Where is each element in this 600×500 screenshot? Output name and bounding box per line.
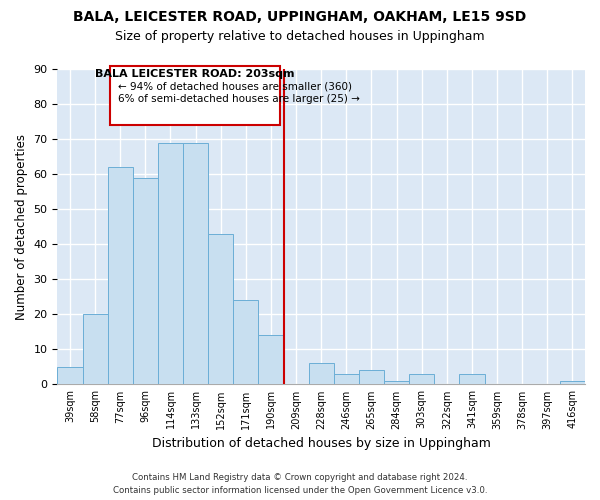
Bar — [107, 168, 133, 384]
Bar — [208, 234, 233, 384]
Bar — [158, 143, 183, 384]
Bar — [560, 381, 585, 384]
Bar — [460, 374, 485, 384]
Bar — [308, 364, 334, 384]
Text: Contains HM Land Registry data © Crown copyright and database right 2024.
Contai: Contains HM Land Registry data © Crown c… — [113, 474, 487, 495]
Bar — [183, 143, 208, 384]
Bar — [133, 178, 158, 384]
Bar — [334, 374, 359, 384]
Text: Size of property relative to detached houses in Uppingham: Size of property relative to detached ho… — [115, 30, 485, 43]
Bar — [233, 300, 259, 384]
Bar — [83, 314, 107, 384]
Bar — [259, 336, 284, 384]
Bar — [384, 381, 409, 384]
Text: BALA, LEICESTER ROAD, UPPINGHAM, OAKHAM, LE15 9SD: BALA, LEICESTER ROAD, UPPINGHAM, OAKHAM,… — [73, 10, 527, 24]
X-axis label: Distribution of detached houses by size in Uppingham: Distribution of detached houses by size … — [152, 437, 491, 450]
Bar — [58, 367, 83, 384]
Bar — [359, 370, 384, 384]
Text: ← 94% of detached houses are smaller (360): ← 94% of detached houses are smaller (36… — [118, 82, 352, 92]
Text: BALA LEICESTER ROAD: 203sqm: BALA LEICESTER ROAD: 203sqm — [95, 70, 295, 80]
Bar — [110, 66, 280, 126]
Y-axis label: Number of detached properties: Number of detached properties — [15, 134, 28, 320]
Bar — [409, 374, 434, 384]
Text: 6% of semi-detached houses are larger (25) →: 6% of semi-detached houses are larger (2… — [118, 94, 359, 104]
